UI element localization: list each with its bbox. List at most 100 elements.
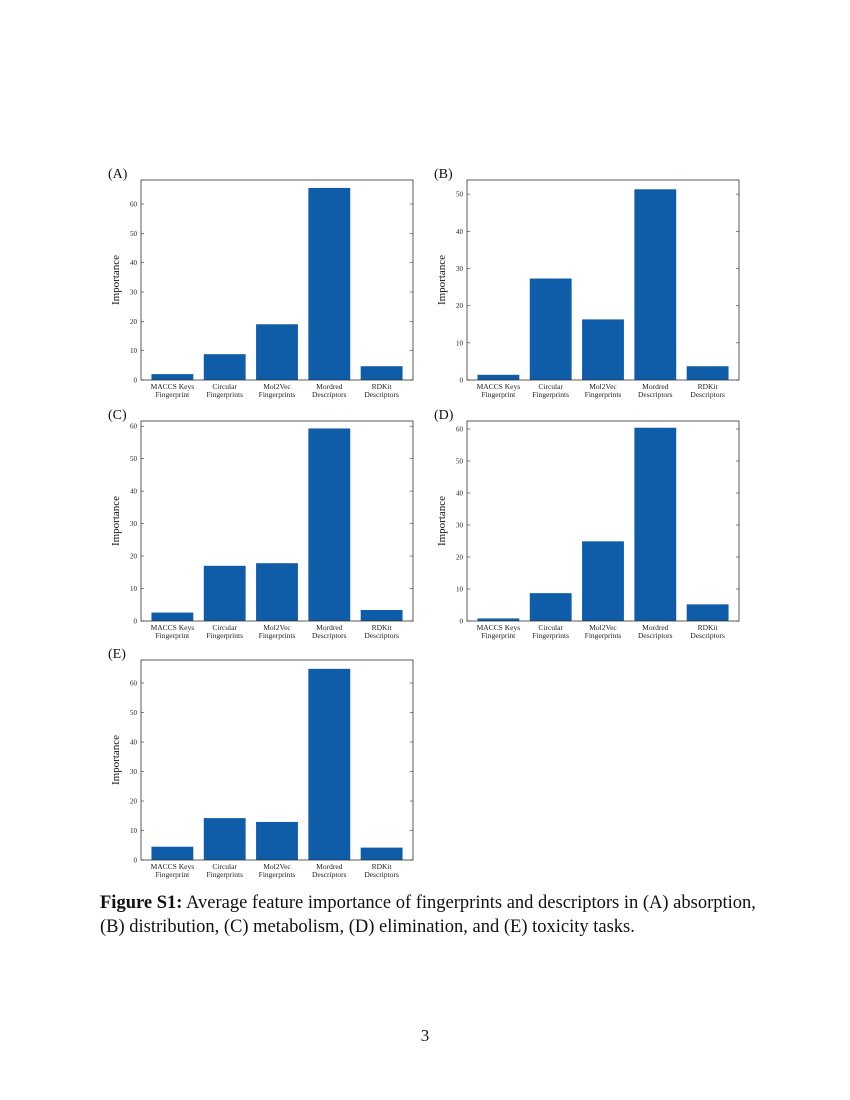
bar — [686, 366, 729, 380]
x-tick-label: Descriptors — [364, 631, 399, 640]
bar — [477, 618, 520, 621]
y-tick-label: 30 — [456, 522, 464, 530]
bar — [477, 374, 520, 380]
x-tick-label: Descriptors — [364, 390, 399, 399]
x-tick-label: MACCS Keys — [151, 623, 195, 632]
bar-chart-e: MACCS KeysFingerprintCircularFingerprint… — [110, 659, 414, 879]
x-tick-label: MACCS Keys — [477, 382, 521, 391]
panel-d: (D) MACCS Keys Fingerprint Circular Fingerpr… — [426, 408, 756, 653]
x-tick-label: Fingerprint — [156, 870, 191, 879]
x-tick-label: Fingerprint — [156, 631, 191, 640]
y-tick-label: 40 — [130, 488, 138, 496]
bar — [360, 366, 403, 380]
y-tick-label: 60 — [130, 680, 138, 688]
y-tick-label: 30 — [130, 289, 138, 297]
x-tick-label: Mol2Vec — [589, 623, 617, 632]
x-tick-label: Circular — [538, 382, 563, 391]
bar — [360, 847, 403, 860]
x-tick-label: Mordred — [642, 623, 668, 632]
panel-a: (A) MACCS Keys Fingerprint Circular Fingerpr… — [100, 167, 430, 412]
bar-chart-a: MACCS KeysFingerprintCircularFingerprint… — [110, 179, 414, 399]
x-tick-label: MACCS Keys — [151, 382, 195, 391]
bar — [360, 609, 403, 621]
x-tick-label: Mol2Vec — [589, 382, 617, 391]
x-tick-label: Fingerprints — [532, 390, 569, 399]
x-tick-label: Fingerprints — [259, 870, 296, 879]
panel-e: (E) MACCS Keys Fingerprint Circular Fingerpr… — [100, 647, 430, 892]
panel-label: (C) — [108, 408, 127, 423]
x-tick-label: Descriptors — [312, 390, 347, 399]
y-tick-label: 20 — [130, 798, 138, 806]
y-tick-label: 20 — [130, 553, 138, 561]
y-tick-label: 20 — [456, 554, 464, 562]
y-tick-label: 40 — [130, 739, 138, 747]
x-tick-label: Mol2Vec — [263, 382, 291, 391]
y-tick-label: 60 — [130, 423, 138, 431]
y-tick-label: 40 — [456, 490, 464, 498]
axes-frame — [466, 179, 740, 381]
bar — [308, 668, 351, 860]
bar — [582, 319, 624, 380]
caption-label: Figure S1: — [100, 893, 183, 913]
y-axis-label: Importance — [110, 255, 122, 305]
x-tick-label: Fingerprint — [482, 631, 517, 640]
panel-label: (D) — [434, 408, 454, 423]
y-tick-label: 0 — [460, 618, 464, 626]
y-tick-label: 50 — [130, 230, 138, 238]
panel-label: (B) — [434, 167, 453, 182]
panel-c: (C) MACCS Keys Fingerprint Circular Fingerpr… — [100, 408, 430, 653]
panel-b: (B) MACCS Keys Fingerprint Circular Fingerpr… — [426, 167, 756, 412]
axes-frame — [140, 659, 414, 861]
y-tick-label: 0 — [134, 618, 138, 626]
panel-label: (A) — [108, 167, 128, 182]
y-axis-label: Importance — [436, 255, 448, 305]
x-tick-label: Descriptors — [638, 631, 673, 640]
axes-frame — [140, 179, 414, 381]
x-tick-label: Descriptors — [364, 870, 399, 879]
bar — [151, 846, 194, 860]
bar — [686, 604, 729, 621]
y-tick-label: 30 — [456, 265, 464, 273]
x-tick-label: RDKit — [372, 623, 393, 632]
y-tick-label: 20 — [130, 318, 138, 326]
y-tick-label: 40 — [130, 259, 138, 267]
x-tick-label: MACCS Keys — [477, 623, 521, 632]
bar — [256, 563, 298, 621]
bar — [529, 278, 572, 380]
x-tick-label: Mol2Vec — [263, 623, 291, 632]
y-tick-label: 20 — [456, 302, 464, 310]
axes-frame — [140, 420, 414, 622]
x-tick-label: Descriptors — [690, 631, 725, 640]
x-tick-label: Mordred — [316, 382, 342, 391]
y-tick-label: 60 — [130, 201, 138, 209]
bar — [256, 324, 298, 380]
x-tick-label: Descriptors — [638, 390, 673, 399]
y-tick-label: 50 — [456, 191, 464, 199]
bar — [308, 428, 351, 621]
caption-text: Average feature importance of fingerprin… — [100, 893, 756, 937]
x-tick-label: Circular — [212, 382, 237, 391]
figure-caption: Figure S1: Average feature importance of… — [100, 891, 760, 939]
x-tick-label: Descriptors — [312, 631, 347, 640]
bar — [634, 189, 677, 380]
x-tick-label: Circular — [212, 862, 237, 871]
bar — [308, 187, 351, 380]
y-tick-label: 10 — [130, 827, 138, 835]
y-axis-label: Importance — [436, 496, 448, 546]
y-tick-label: 50 — [130, 455, 138, 463]
bar — [203, 818, 246, 860]
bar — [256, 821, 298, 860]
x-tick-label: Circular — [538, 623, 563, 632]
y-tick-label: 0 — [134, 377, 138, 385]
bar — [203, 354, 246, 380]
bar — [151, 374, 194, 380]
axes-frame — [466, 420, 740, 622]
x-tick-label: Circular — [212, 623, 237, 632]
y-tick-label: 30 — [130, 768, 138, 776]
page-number: 3 — [420, 1026, 430, 1045]
x-tick-label: RDKit — [698, 382, 719, 391]
x-tick-label: Fingerprints — [585, 390, 622, 399]
y-tick-label: 10 — [456, 339, 464, 347]
bar — [151, 612, 194, 621]
x-tick-label: Descriptors — [690, 390, 725, 399]
